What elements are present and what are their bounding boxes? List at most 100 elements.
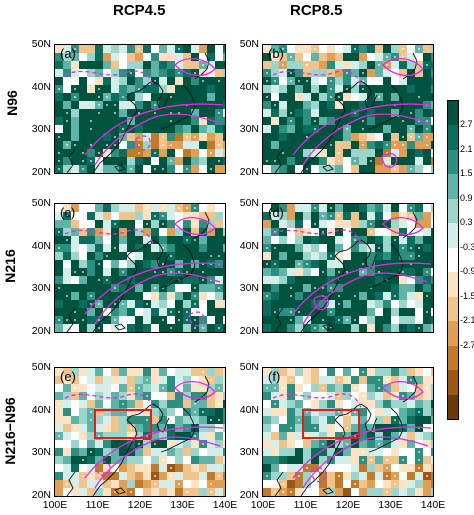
coastline (66, 307, 76, 332)
colorbar-tick-label: -0.9 (460, 266, 474, 277)
colorbar-segment (448, 370, 458, 396)
coastline (300, 80, 362, 173)
colorbar-segment (448, 272, 458, 298)
contour-line (292, 103, 432, 156)
colorbar-segment (448, 296, 458, 322)
coastline (322, 164, 334, 172)
lon-tick-label: 130E (170, 499, 195, 511)
coastline (300, 403, 362, 496)
contour-line (188, 311, 205, 327)
coastline (322, 487, 334, 495)
contour-line (64, 70, 154, 86)
row-title-n216: N216 (2, 249, 18, 283)
contour-line (302, 113, 429, 166)
contour-line (313, 295, 330, 311)
lat-tick-label: 20N (239, 489, 259, 501)
colorbar-segment (448, 247, 458, 273)
contour-line (84, 262, 224, 315)
lat-tick-label: 30N (239, 282, 259, 295)
coastline (92, 239, 154, 332)
map-field (263, 204, 433, 332)
contour-line (292, 426, 432, 479)
column-title-rcp45: RCP4.5 (113, 2, 166, 19)
lat-tick-label: 50N (239, 361, 259, 373)
lat-tick-label: 50N (239, 197, 259, 209)
lat-tick-label: 20N (31, 325, 51, 337)
map-panel: (c) (54, 203, 226, 333)
colorbar (447, 100, 459, 420)
lat-tick-label: 40N (31, 80, 51, 93)
contour-line (292, 262, 432, 315)
lat-tick-label: 50N (31, 361, 51, 373)
contour-line (95, 461, 111, 477)
contour-line (84, 103, 224, 156)
lat-tick-label: 40N (239, 403, 259, 416)
coastline (402, 52, 418, 80)
coastline (402, 375, 418, 403)
colorbar-tick-label: 2.7 (460, 119, 473, 130)
lat-tick-label: 50N (31, 38, 51, 50)
lon-tick-label: 120E (127, 499, 153, 511)
lon-tick-label: 110E (293, 499, 318, 511)
contour-line (174, 381, 216, 399)
coastline (114, 487, 126, 495)
map-field (55, 204, 225, 332)
map-field (55, 45, 225, 173)
map-field (263, 368, 433, 496)
contour-line (94, 436, 221, 489)
colorbar-tick-label: 0.9 (460, 192, 473, 203)
lat-tick-label: 30N (31, 282, 51, 295)
map-field (55, 368, 225, 496)
panel-label: (b) (268, 46, 284, 61)
lat-tick-label: 20N (239, 325, 259, 337)
colorbar-tick-label: -2.1 (460, 315, 474, 326)
coastline (274, 148, 284, 173)
region-box (94, 409, 152, 439)
lon-tick-label: 140E (212, 499, 238, 511)
lon-tick-label: 140E (420, 499, 446, 511)
contour-line (64, 229, 154, 245)
colorbar-tick-label: 0.3 (460, 217, 473, 228)
panel-label: (f) (268, 369, 281, 384)
contour-line (272, 393, 362, 409)
map-panel: (b) (262, 44, 434, 174)
lat-tick-label: 50N (239, 38, 259, 50)
region-box (302, 409, 360, 439)
contour-line (382, 58, 424, 76)
coastline (92, 403, 154, 496)
coastline (194, 52, 210, 80)
lat-tick-label: 30N (239, 123, 259, 136)
colorbar-tick-label: 2.1 (460, 143, 473, 154)
contour-line (311, 467, 327, 483)
map-field (263, 45, 433, 173)
map-panel: (a) (54, 44, 226, 174)
lat-tick-label: 30N (31, 446, 51, 459)
contour-line (382, 381, 424, 399)
colorbar-segment (448, 345, 458, 371)
colorbar-segment (448, 223, 458, 249)
colorbar-tick-label: -0.3 (460, 241, 474, 252)
contour-line (94, 113, 221, 166)
row-title-n96: N96 (4, 90, 20, 116)
contour-line (272, 70, 362, 86)
lat-tick-label: 40N (31, 403, 51, 416)
coastline (274, 471, 284, 496)
lat-tick-label: 20N (239, 166, 259, 178)
coastline (360, 403, 378, 433)
lat-tick-label: 20N (31, 489, 51, 501)
coastline (66, 471, 76, 496)
coastline (152, 239, 170, 269)
lon-tick-label: 130E (378, 499, 403, 511)
colorbar-segment (448, 321, 458, 347)
lon-tick-label: 110E (85, 499, 110, 511)
map-panel: (f) (262, 367, 434, 497)
contour-line (94, 272, 221, 325)
colorbar-tick-label: -1.5 (460, 290, 474, 301)
coastline (114, 164, 126, 172)
coastline (66, 148, 76, 173)
lat-tick-label: 50N (31, 197, 51, 209)
contour-line (135, 135, 151, 151)
lat-tick-label: 30N (239, 446, 259, 459)
lon-tick-label: 120E (335, 499, 361, 511)
coastline (360, 239, 378, 269)
